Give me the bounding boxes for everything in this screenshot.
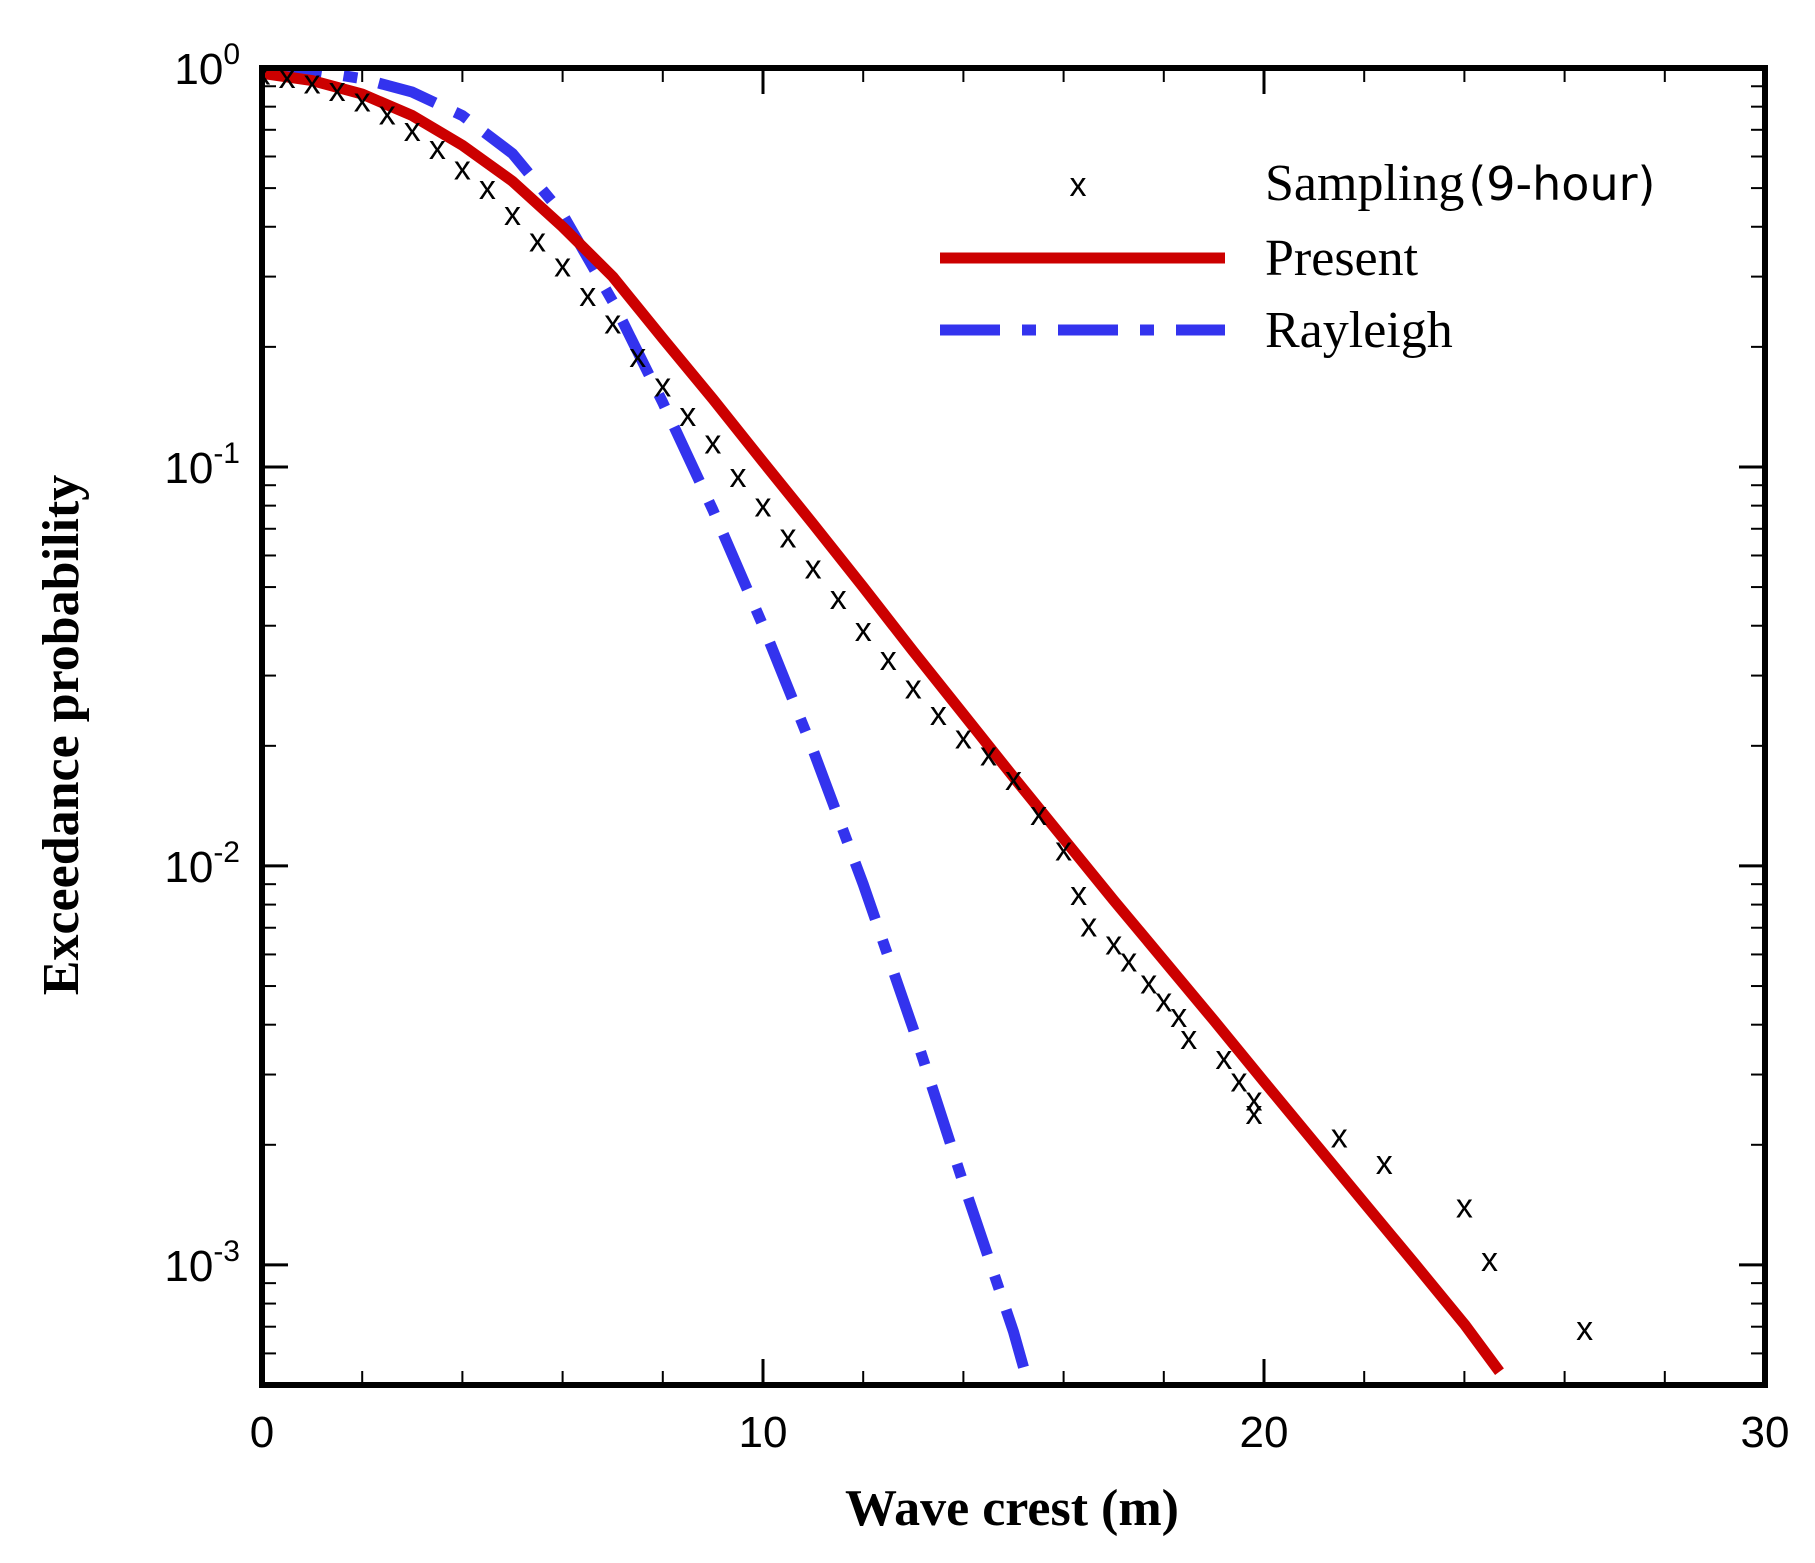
sampling-point: x: [304, 63, 321, 101]
x-tick-label: 0: [250, 1408, 274, 1457]
sampling-point: x: [704, 424, 721, 462]
sampling-point: x: [1180, 1019, 1197, 1057]
sampling-point: x: [429, 129, 446, 167]
sampling-point: x: [1246, 1080, 1263, 1118]
sampling-point: x: [279, 58, 296, 96]
sampling-point: x: [730, 457, 747, 495]
sampling-point: x: [1005, 760, 1022, 798]
sampling-point: x: [579, 276, 596, 314]
sampling-point: x: [1055, 830, 1072, 868]
sampling-point: x: [955, 718, 972, 756]
sampling-point: x: [654, 367, 671, 405]
sampling-point: x: [1120, 941, 1137, 979]
sampling-point: x: [1105, 924, 1122, 962]
legend-rayleigh-label: Rayleigh: [1265, 302, 1453, 359]
sampling-point: x: [1456, 1188, 1473, 1226]
y-tick-label: 10-1: [164, 437, 240, 493]
sampling-point: x: [504, 195, 521, 233]
plot-frame: [259, 65, 1768, 1388]
x-axis-title: Wave crest (m): [845, 1480, 1179, 1537]
sampling-point: x: [1576, 1310, 1593, 1348]
legend-sampling-marker: x: [1070, 166, 1087, 204]
sampling-point: x: [679, 396, 696, 434]
x-tick-label: 30: [1741, 1408, 1790, 1457]
legend-present-label: Present: [1265, 230, 1419, 287]
sampling-point: x: [1155, 982, 1172, 1020]
sampling-point: x: [1030, 795, 1047, 833]
sampling-point: x: [479, 169, 496, 207]
sampling-point: x: [1070, 875, 1087, 913]
sampling-point: x: [1246, 1094, 1263, 1132]
sampling-point: x: [454, 150, 471, 188]
y-tick-label: 10-3: [164, 1235, 240, 1291]
sampling-point: x: [780, 517, 797, 555]
sampling-point: x: [1481, 1241, 1498, 1279]
sampling-point: x: [855, 611, 872, 649]
ticks-layer: 0 10 20 30 100 10-1 10-2 10-3: [164, 38, 1789, 1457]
sampling-point: x: [905, 669, 922, 707]
sampling-point: x: [805, 548, 822, 586]
sampling-point: x: [629, 337, 646, 375]
legend-sampling-suffix: (9-hour): [1468, 157, 1655, 211]
y-tick-label: 100: [174, 38, 240, 94]
y-axis-title: Exceedance probability: [33, 475, 90, 995]
sampling-point: x: [1170, 997, 1187, 1035]
sampling-point: x: [1376, 1144, 1393, 1182]
legend: x Sampling (9-hour) Present Rayleigh: [940, 155, 1655, 359]
sampling-point: x: [755, 487, 772, 525]
sampling-point: x: [1331, 1117, 1348, 1155]
x-tick-label: 20: [1240, 1408, 1289, 1457]
sampling-point: x: [354, 81, 371, 119]
legend-sampling-label: Sampling (9-hour): [1265, 155, 1655, 212]
sampling-point: x: [1215, 1039, 1232, 1077]
sampling-point: x: [379, 94, 396, 132]
sampling-point: x: [404, 111, 421, 149]
sampling-point: x: [604, 304, 621, 342]
sampling-point: x: [329, 71, 346, 109]
sampling-point: x: [980, 736, 997, 774]
sampling-point: x: [529, 221, 546, 259]
sampling-point: x: [1080, 906, 1097, 944]
sampling-point: x: [1140, 964, 1157, 1002]
series-present-line: [262, 68, 1504, 1375]
x-tick-label: 10: [739, 1408, 788, 1457]
sampling-point: x: [930, 695, 947, 733]
sampling-point: x: [1231, 1061, 1248, 1099]
sampling-point: x: [254, 54, 271, 92]
sampling-point: x: [880, 640, 897, 678]
series-rayleigh-line: [262, 68, 1034, 1385]
sampling-point: x: [830, 579, 847, 617]
legend-sampling-name: Sampling: [1265, 155, 1464, 212]
y-tick-label: 10-2: [164, 836, 240, 892]
sampling-point: x: [554, 246, 571, 284]
